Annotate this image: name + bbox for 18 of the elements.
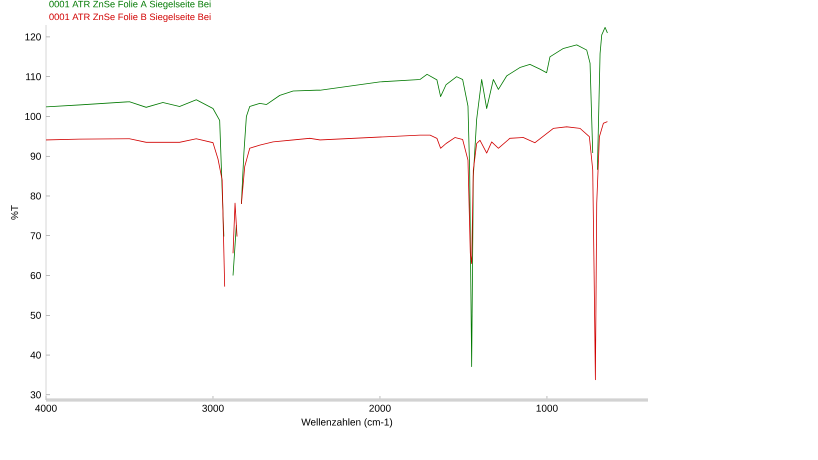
x-tick-label: 3000 xyxy=(202,404,224,412)
y-tick-label: 120 xyxy=(25,33,41,40)
y-tick-label: 110 xyxy=(26,73,41,80)
x-tick-label: 2000 xyxy=(369,404,391,412)
x-tick-label: 4000 xyxy=(35,404,57,412)
y-tick-label: 90 xyxy=(30,152,41,160)
y-axis-title: %T xyxy=(11,205,18,220)
x-tick-label: 1000 xyxy=(536,404,558,412)
y-tick-label: 70 xyxy=(30,232,41,240)
y-tick-label: 100 xyxy=(25,112,41,120)
x-axis-title: Wellenzahlen (cm-1) xyxy=(301,418,392,428)
text: 0001 ATR ZnSe Folie A Siegelseite Bei xyxy=(49,0,210,10)
y-tick-label: 80 xyxy=(30,192,41,200)
y-tick-label: 60 xyxy=(30,272,41,280)
y-tick-label: 40 xyxy=(30,352,41,359)
text: 0001 ATR ZnSe Folie B Siegelseite Bei xyxy=(49,13,210,22)
y-tick-label: 50 xyxy=(30,312,41,319)
y-tick-label: 30 xyxy=(30,391,41,398)
